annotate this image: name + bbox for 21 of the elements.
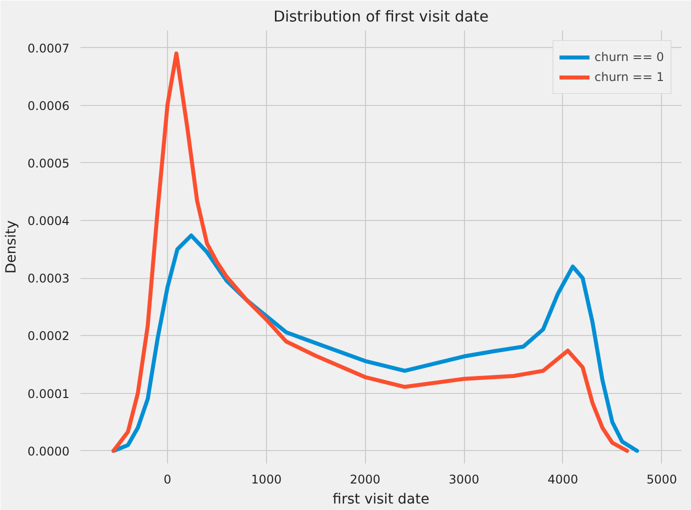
chart-title: Distribution of first visit date <box>273 8 489 26</box>
line-series <box>112 52 630 453</box>
y-tick-label: 0.0004 <box>28 214 70 228</box>
x-tick-label: 3000 <box>448 472 480 486</box>
y-tick-label: 0.0006 <box>28 98 70 113</box>
x-tick-label: 2000 <box>350 472 380 486</box>
y-tick-label: 0.0007 <box>28 41 70 56</box>
y-tick-label: 0.0002 <box>28 329 70 344</box>
y-tick-label: 0.0001 <box>28 386 70 401</box>
x-tick-label: 0 <box>164 472 172 486</box>
x-tick-label: 1000 <box>251 472 282 486</box>
y-tick-label: 0.0003 <box>28 272 70 286</box>
line-series <box>112 233 640 453</box>
y-tick-label: 0.0000 <box>28 444 70 458</box>
x-tick-label: 4000 <box>548 472 578 486</box>
y-tick-label: 0.0005 <box>28 156 70 170</box>
legend-label: churn == 0 <box>594 50 664 64</box>
x-axis-title: first visit date <box>332 492 430 508</box>
legend-label: churn == 1 <box>594 70 664 84</box>
x-tick-label: 5000 <box>646 472 678 486</box>
y-axis-title: Density <box>4 220 20 274</box>
